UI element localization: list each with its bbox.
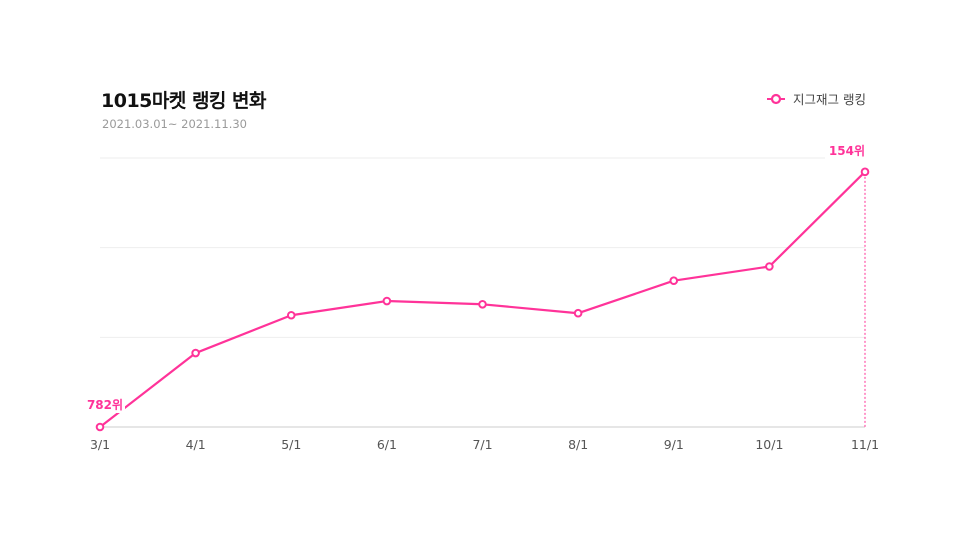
- data-point: [765, 262, 774, 271]
- data-label: 154위: [829, 144, 865, 158]
- data-point: [286, 310, 296, 320]
- data-point: [860, 167, 870, 177]
- x-tick-label: 9/1: [664, 437, 684, 452]
- series-line: [98, 170, 867, 429]
- date-range-subtitle: 2021.03.01~ 2021.11.30: [102, 117, 247, 131]
- data-label-background: [85, 397, 125, 413]
- x-tick-label: 8/1: [568, 437, 588, 452]
- x-tick-label: 3/1: [90, 437, 110, 452]
- data-point: [573, 308, 583, 318]
- legend: 지그재그 랭킹: [767, 89, 866, 108]
- x-tick-label: 6/1: [377, 437, 397, 452]
- x-tick-label: 4/1: [186, 437, 206, 452]
- data-point: [669, 276, 679, 286]
- x-tick-label: 5/1: [281, 437, 301, 452]
- x-tick-label: 7/1: [472, 437, 492, 452]
- data-point: [191, 348, 200, 358]
- data-point: [95, 422, 105, 432]
- data-point: [382, 296, 392, 306]
- data-label-background: [825, 142, 865, 159]
- circle-line-icon: [767, 93, 786, 104]
- x-tick-label: 11/1: [851, 437, 879, 452]
- x-tick-label: 10/1: [755, 437, 783, 452]
- data-point: [478, 299, 487, 309]
- data-label: 782위: [87, 398, 123, 412]
- legend-label: 지그재그 랭킹: [793, 92, 866, 107]
- chart-title: 1015마켓 랭킹 변화: [101, 90, 267, 112]
